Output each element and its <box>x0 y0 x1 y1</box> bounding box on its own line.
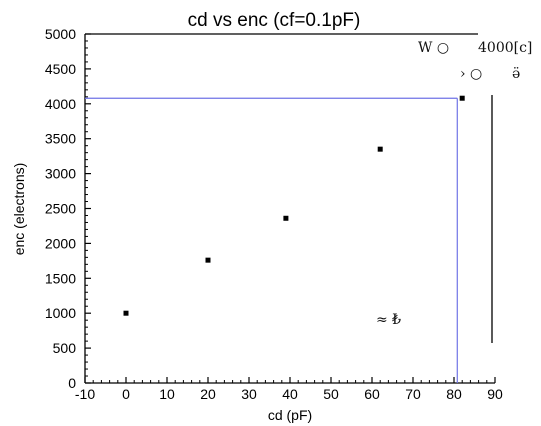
data-point <box>459 95 465 101</box>
x-tick-label: 30 <box>241 386 257 402</box>
data-point <box>377 146 383 152</box>
y-tick-label: 2000 <box>45 235 76 251</box>
data-point <box>283 215 289 221</box>
x-tick-label: -10 <box>75 386 95 402</box>
y-tick-label: 3500 <box>45 131 76 147</box>
x-tick-label: 20 <box>200 386 216 402</box>
y-tick-label: 5000 <box>45 26 76 42</box>
y-tick-label: 500 <box>53 340 77 356</box>
x-tick-label: 40 <box>282 386 298 402</box>
y-tick-label: 3000 <box>45 166 76 182</box>
x-axis-label: cd (pF) <box>268 407 312 423</box>
y-tick-label: 1000 <box>45 305 76 321</box>
scan-marks-top-left: W ○ <box>418 40 449 56</box>
chart-title: cd vs enc (cf=0.1pF) <box>188 10 361 31</box>
data-point <box>123 310 129 316</box>
scan-marks-lower: ≈ ₺ <box>376 312 401 328</box>
scan-value-second-row: ӛ <box>512 66 520 82</box>
x-tick-label: 60 <box>364 386 380 402</box>
y-tick-label: 2500 <box>45 201 76 217</box>
x-tick-label: 50 <box>323 386 339 402</box>
y-axis-label: enc (electrons) <box>11 163 27 256</box>
scan-value-top: 4000[c] <box>478 40 532 56</box>
x-tick-label: 70 <box>405 386 421 402</box>
y-tick-label: 1500 <box>45 270 76 286</box>
axes <box>84 33 495 384</box>
x-tick-label: 10 <box>159 386 175 402</box>
scan-marks-second-row: › ○ <box>460 66 482 82</box>
y-tick-label: 4500 <box>45 61 76 77</box>
y-tick-label: 0 <box>68 375 76 391</box>
x-ticks: -10 0 10 20 30 40 50 60 70 80 90 <box>75 377 503 402</box>
data-point <box>205 257 211 263</box>
data-points <box>123 95 465 316</box>
crosshair <box>85 97 458 383</box>
x-tick-label: 80 <box>446 386 462 402</box>
y-tick-label: 4000 <box>45 96 76 112</box>
x-tick-label: 0 <box>122 386 130 402</box>
x-tick-label: 90 <box>487 386 503 402</box>
y-ticks: 0 500 1000 1500 2000 2500 3000 3500 4000 4500 5000 <box>45 26 91 391</box>
